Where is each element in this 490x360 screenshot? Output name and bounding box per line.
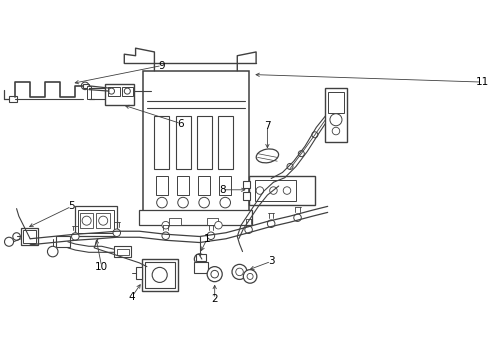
Circle shape [178, 197, 188, 208]
Circle shape [162, 232, 170, 239]
Bar [175, 116, 191, 169]
Circle shape [211, 270, 219, 278]
Circle shape [283, 187, 291, 194]
Circle shape [199, 197, 209, 208]
Bar [136, 267, 143, 279]
Bar [248, 176, 315, 205]
Bar [80, 213, 94, 228]
Bar [75, 206, 117, 237]
Circle shape [256, 187, 264, 194]
Circle shape [287, 163, 293, 170]
Bar [255, 180, 296, 201]
Text: 3: 3 [268, 256, 274, 266]
Circle shape [13, 233, 21, 240]
Circle shape [195, 254, 205, 264]
Circle shape [236, 268, 244, 276]
Bar [87, 86, 91, 99]
Circle shape [157, 197, 167, 208]
Circle shape [268, 220, 275, 228]
Bar [177, 176, 189, 195]
Circle shape [232, 264, 247, 279]
Circle shape [312, 132, 318, 138]
Ellipse shape [256, 149, 279, 163]
Bar [156, 176, 168, 195]
Bar [196, 116, 212, 169]
Bar [115, 246, 131, 257]
Circle shape [247, 273, 253, 279]
Bar [195, 262, 208, 273]
Circle shape [330, 114, 342, 126]
Text: 1: 1 [204, 234, 211, 244]
Circle shape [245, 226, 252, 234]
Circle shape [162, 221, 170, 229]
Bar [77, 210, 115, 233]
Circle shape [98, 216, 108, 225]
Circle shape [4, 237, 14, 246]
Circle shape [220, 197, 230, 208]
Bar [154, 116, 170, 169]
Text: 2: 2 [211, 294, 218, 304]
Bar [105, 84, 134, 105]
Text: 10: 10 [95, 262, 108, 272]
Text: 8: 8 [219, 185, 225, 195]
Bar [218, 116, 233, 169]
Bar [243, 181, 250, 188]
Bar [83, 84, 89, 88]
Text: 5: 5 [68, 201, 75, 211]
Text: 4: 4 [128, 292, 135, 302]
Circle shape [81, 82, 89, 90]
Bar [325, 88, 346, 142]
Circle shape [113, 229, 121, 237]
Bar [97, 213, 110, 228]
Text: 11: 11 [475, 77, 489, 87]
Circle shape [207, 267, 222, 282]
Bar [23, 230, 36, 243]
Circle shape [149, 87, 157, 95]
Bar [21, 228, 38, 245]
Circle shape [207, 232, 215, 239]
Circle shape [270, 187, 277, 194]
Bar [145, 262, 175, 288]
Bar [122, 87, 133, 96]
Bar [139, 210, 252, 225]
Circle shape [215, 221, 222, 229]
Bar [143, 71, 248, 218]
Bar [328, 92, 344, 113]
Circle shape [332, 127, 340, 135]
Bar [170, 218, 181, 225]
Bar [207, 218, 219, 225]
Bar [142, 259, 178, 291]
Text: 9: 9 [159, 60, 165, 71]
Circle shape [152, 267, 167, 283]
Bar [198, 176, 210, 195]
Circle shape [72, 233, 79, 240]
Circle shape [82, 216, 91, 225]
Circle shape [294, 214, 301, 221]
Bar [219, 176, 231, 195]
Bar [117, 248, 129, 255]
Text: 6: 6 [177, 118, 184, 129]
Circle shape [108, 88, 115, 94]
Circle shape [244, 270, 257, 283]
Bar [9, 96, 17, 102]
Circle shape [124, 88, 130, 94]
Bar [56, 237, 70, 247]
Circle shape [298, 150, 304, 157]
Bar [196, 254, 206, 261]
Bar [108, 87, 120, 96]
Circle shape [48, 246, 58, 257]
Bar [243, 192, 250, 199]
Text: 7: 7 [264, 121, 270, 131]
